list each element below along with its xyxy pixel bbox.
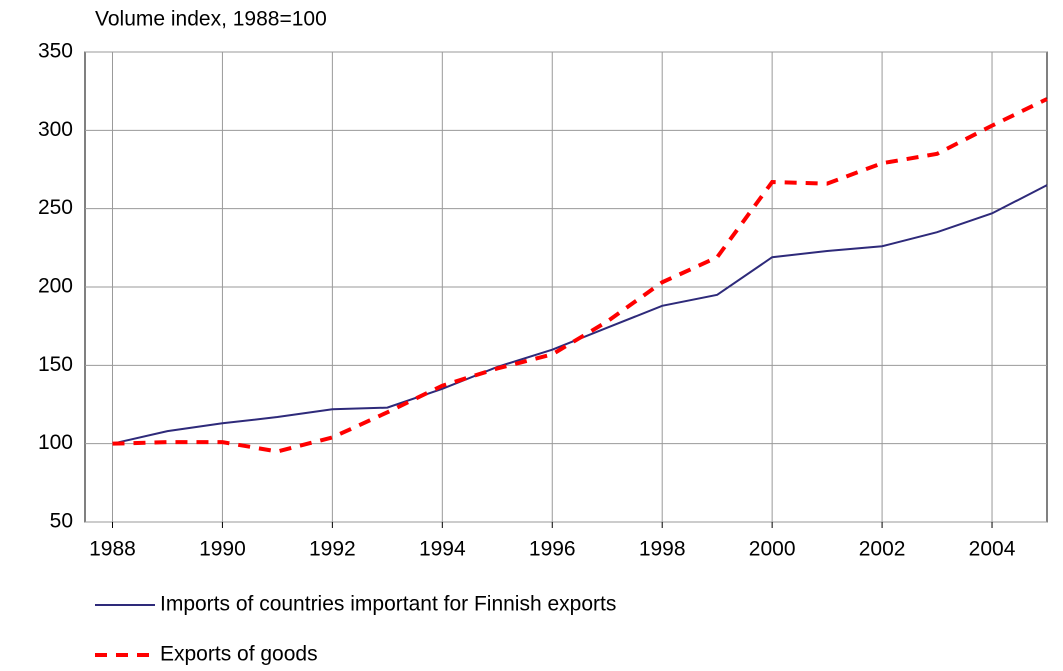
y-tick-label: 50 (50, 510, 73, 533)
x-tick-label: 2002 (859, 538, 906, 561)
x-tick-label: 1996 (529, 538, 576, 561)
x-tick-label: 2000 (749, 538, 796, 561)
x-tick-label: 1992 (309, 538, 356, 561)
y-tick-label: 200 (38, 275, 73, 298)
y-tick-label: 350 (38, 40, 73, 63)
x-tick-label: 1990 (199, 538, 246, 561)
legend-label: Imports of countries important for Finni… (160, 593, 616, 616)
x-tick-label: 2004 (969, 538, 1016, 561)
x-tick-label: 1994 (419, 538, 466, 561)
y-tick-label: 250 (38, 196, 73, 219)
chart-title: Volume index, 1988=100 (95, 8, 327, 31)
y-tick-label: 150 (38, 353, 73, 376)
series-line (112, 184, 1048, 445)
y-tick-label: 300 (38, 118, 73, 141)
series-line (112, 97, 1048, 454)
y-tick-label: 100 (38, 431, 73, 454)
x-tick-label: 1998 (639, 538, 686, 561)
legend-label: Exports of goods (160, 643, 318, 666)
x-tick-label: 1988 (89, 538, 136, 561)
